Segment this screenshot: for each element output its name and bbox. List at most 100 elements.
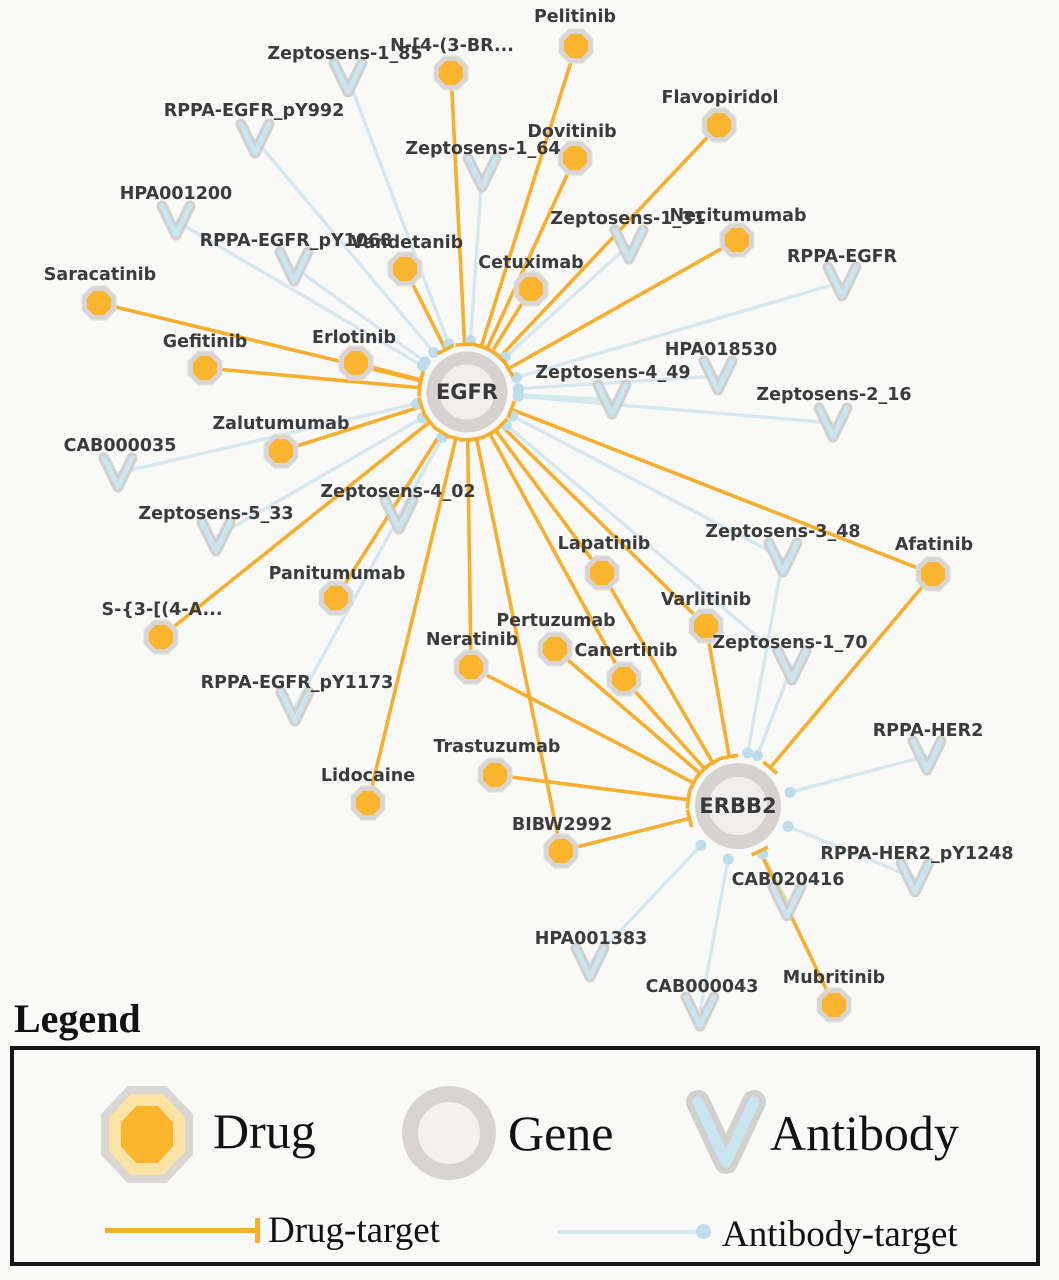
tbar-bibw2992: [685, 809, 694, 828]
drug-node-n4_3br[interactable]: [433, 55, 469, 91]
antibody-node-rppa_egfr_py992[interactable]: [235, 118, 275, 159]
drug-node-lapatinib[interactable]: [584, 555, 620, 591]
drug-node-mubritinib[interactable]: [816, 987, 852, 1023]
edge-drug-gefitinib-EGFR: [204, 366, 420, 390]
node-label-rppa_egfr: RPPA-EGFR: [787, 247, 898, 267]
drug-node-lidocaine[interactable]: [350, 785, 386, 821]
edge-drug-dovitinib-EGFR: [485, 157, 577, 350]
tbar-afatinib: [762, 760, 779, 775]
edge-antibody-zeptosens_2_16-EGFR: [518, 394, 834, 425]
node-label-cab020416: CAB020416: [732, 870, 845, 890]
antibody-chevron-icon: [382, 497, 416, 532]
drug-node-canertinib[interactable]: [606, 661, 642, 697]
edge-antibody-zeptosens_1_31-EGFR: [503, 243, 631, 359]
antibody-node-rppa_egfr_py1068[interactable]: [274, 246, 314, 287]
edge-drug-mubritinib-ERBB2: [758, 850, 836, 1006]
drug-node-pertuzumab[interactable]: [537, 631, 573, 667]
node-label-afatinib: Afatinib: [895, 535, 973, 555]
edge-drug-lapatinib-EGFR: [493, 428, 604, 575]
node-label-hpa001200: HPA001200: [120, 184, 232, 204]
antibody-node-hpa018530[interactable]: [698, 355, 738, 396]
edge-drug-bibw2992-ERBB2: [560, 816, 690, 853]
drug-node-flavopiridol[interactable]: [701, 107, 737, 143]
antibody-node-hpa001383[interactable]: [570, 942, 610, 983]
drug-octagon-icon: [607, 662, 641, 696]
drug-octagon-icon: [689, 609, 723, 643]
drug-node-dovitinib[interactable]: [557, 140, 593, 176]
tbar-trastuzumab: [685, 790, 692, 809]
node-label-neratinib: Neratinib: [426, 630, 518, 650]
antibody-node-zeptosens_1_64[interactable]: [462, 152, 502, 193]
antibody-node-rppa_her2_py1248[interactable]: [895, 857, 935, 898]
drug-octagon-icon: [720, 223, 754, 257]
drug-node-pelitinib[interactable]: [558, 28, 594, 64]
edge-drug-lapatinib-ERBB2: [600, 572, 715, 764]
node-label-hpa001383: HPA001383: [535, 929, 647, 949]
gene-node-ERBB2[interactable]: [695, 763, 781, 849]
node-label-saracatinib: Saracatinib: [44, 265, 156, 285]
drug-node-necitumumab[interactable]: [719, 222, 755, 258]
node-label-zeptosens_5_33: Zeptosens-5_33: [138, 504, 293, 524]
antibody-node-cab020416[interactable]: [767, 881, 807, 922]
drug-node-erlotinib[interactable]: [338, 345, 374, 381]
edge-antibody-hpa018530-EGFR: [518, 374, 719, 391]
tbar-s3_4a: [422, 413, 437, 430]
drug-node-cetuximab[interactable]: [513, 271, 549, 307]
edge-drug-pelitinib-EGFR: [479, 45, 578, 348]
edge-antibody-rppa_egfr_py1173-EGFR: [293, 436, 444, 708]
edge-antibody-zeptosens_3_48-ERBB2: [745, 557, 785, 754]
node-label-gefitinib: Gefitinib: [163, 332, 248, 352]
legend-drug-icon-halo: [109, 1094, 185, 1175]
antibody-node-zeptosens_1_85[interactable]: [328, 57, 368, 98]
node-label-zalutumumab: Zalutumumab: [212, 414, 349, 434]
drug-node-saracatinib[interactable]: [81, 285, 117, 321]
antibody-node-zeptosens_5_33[interactable]: [196, 516, 236, 557]
drug-node-zalutumumab[interactable]: [263, 433, 299, 469]
antibody-node-rppa_her2[interactable]: [907, 735, 947, 776]
drug-node-afatinib[interactable]: [915, 556, 951, 592]
antibody-node-cab000035[interactable]: [98, 452, 138, 493]
antibody-node-cab000043[interactable]: [680, 991, 720, 1032]
antibody-node-zeptosens_3_48[interactable]: [763, 537, 803, 578]
drug-node-s3_4a[interactable]: [143, 619, 179, 655]
edge-antibody-zeptosens_1_85-EGFR: [346, 77, 451, 345]
antibody-node-zeptosens_1_31[interactable]: [609, 224, 649, 265]
edge-drug-afatinib-EGFR: [510, 407, 934, 576]
antibody-node-zeptosens_1_70[interactable]: [772, 645, 812, 686]
antibody-node-zeptosens_2_16[interactable]: [813, 402, 853, 443]
antibody-node-zeptosens_4_49[interactable]: [592, 379, 632, 420]
edge-antibody-rppa_egfr-EGFR: [515, 280, 843, 380]
antibody-node-rppa_egfr[interactable]: [822, 261, 862, 302]
drug-octagon-icon: [351, 786, 385, 820]
gene-node-EGFR[interactable]: [426, 351, 508, 433]
antibody-node-rppa_egfr_py1173[interactable]: [275, 686, 315, 727]
edge-drug-canertinib-EGFR: [488, 432, 626, 680]
node-label-zeptosens_1_31: Zeptosens-1_31: [550, 209, 705, 229]
dot-zeptosens_1_70: [751, 750, 763, 762]
node-label-n4_3br: N-[4-(3-BR...: [390, 36, 514, 56]
legend-antibody-target-line: [557, 1230, 702, 1234]
node-label-mubritinib: Mubritinib: [783, 968, 885, 988]
drug-node-varlitinib[interactable]: [688, 608, 724, 644]
legend-drug-target-label: Drug-target: [268, 1210, 440, 1251]
drug-node-vandetanib[interactable]: [387, 251, 423, 287]
tbar-afatinib: [506, 400, 517, 419]
node-label-cab000035: CAB000035: [64, 436, 177, 456]
drug-octagon-icon: [544, 834, 578, 868]
drug-node-bibw2992[interactable]: [543, 833, 579, 869]
dot-zeptosens_3_48: [742, 747, 754, 759]
edge-antibody-hpa001200-EGFR: [175, 219, 424, 368]
antibody-chevron-icon: [770, 884, 804, 919]
node-label-zeptosens_4_49: Zeptosens-4_49: [535, 363, 690, 383]
antibody-node-hpa001200[interactable]: [156, 200, 196, 241]
drug-node-panitumumab[interactable]: [318, 580, 354, 616]
node-label-s3_4a: S-{3-[(4-A...: [101, 600, 222, 620]
antibody-node-zeptosens_4_02[interactable]: [379, 494, 419, 535]
drug-node-gefitinib[interactable]: [187, 350, 223, 386]
legend-antibody-target-label: Antibody-target: [722, 1214, 958, 1255]
drug-octagon-icon: [585, 556, 619, 590]
drug-node-trastuzumab[interactable]: [477, 757, 513, 793]
edge-antibody-zeptosens_1_70-ERBB2: [755, 665, 794, 757]
drug-node-neratinib[interactable]: [453, 649, 489, 685]
